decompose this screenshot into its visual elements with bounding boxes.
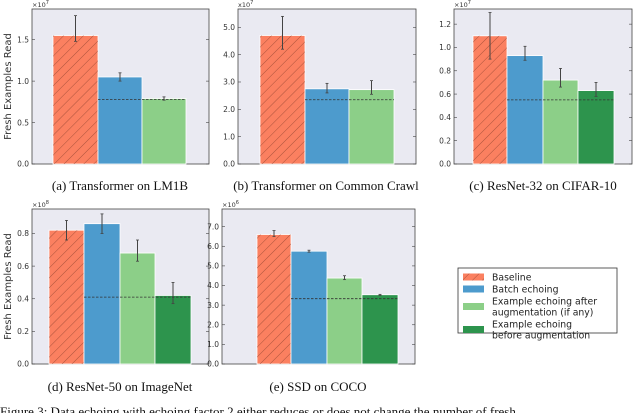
y-tick-label: 0.8 xyxy=(17,229,29,238)
y-tick-label: 2.0 xyxy=(223,105,235,114)
legend-label: Example echoing after xyxy=(492,296,597,307)
y-tick-label: 1.0 xyxy=(223,132,235,141)
subplot-caption: (c) ResNet-32 on CIFAR-10 xyxy=(469,178,616,193)
legend-swatch-after xyxy=(463,303,484,310)
axis-multiplier: ×107 xyxy=(454,0,471,9)
bar-after xyxy=(326,277,363,365)
subplot-c: 0.0 0.2 0.4 0.6 0.8 1.0 1.2 ×107 (c) ResNet-32 o… xyxy=(439,0,633,193)
y-tick-label: 0.6 xyxy=(17,262,29,271)
bar-batch xyxy=(506,55,544,165)
y-tick-label: 0.8 xyxy=(439,66,451,75)
y-tick-label: 6.0 xyxy=(207,242,219,251)
legend-label: before augmentation xyxy=(492,330,590,341)
y-tick-label: 2.0 xyxy=(207,320,219,329)
legend-swatch-before xyxy=(463,326,484,333)
subplot-caption: (b) Transformer on Common Crawl xyxy=(233,178,419,193)
y-tick-label: 0.4 xyxy=(17,294,29,303)
legend-swatch-hatch xyxy=(463,273,484,281)
y-tick-label: 0.5 xyxy=(17,118,29,127)
y-tick-label: 0.0 xyxy=(17,360,29,369)
y-tick-label: 0.0 xyxy=(17,160,29,169)
bar-batch xyxy=(83,223,121,365)
y-tick-label: 4.0 xyxy=(223,50,235,59)
y-tick-label: 1.0 xyxy=(439,43,451,52)
y-tick-label: 1.2 xyxy=(439,20,451,29)
bar-after xyxy=(119,252,156,365)
bar-hatch xyxy=(49,230,84,364)
y-tick-label: 5.0 xyxy=(223,23,235,32)
y-tick-label: 0.2 xyxy=(17,327,29,336)
y-tick-label: 0.0 xyxy=(207,360,219,369)
y-tick-label: 0.4 xyxy=(439,113,451,122)
legend-box xyxy=(457,267,618,334)
legend-label: Batch echoing xyxy=(492,284,559,295)
y-tick-label: 1.0 xyxy=(17,77,29,86)
bar-hatch xyxy=(260,35,305,164)
y-tick-label: 0.6 xyxy=(439,90,451,99)
bar-hatch xyxy=(53,35,98,164)
y-axis-label: Fresh Examples Read xyxy=(3,33,14,140)
legend-label: augmentation (if any) xyxy=(492,307,593,318)
subplot-caption: (a) Transformer on LM1B xyxy=(52,178,188,193)
axis-multiplier: ×108 xyxy=(32,200,49,209)
axis-multiplier: x107 xyxy=(238,0,253,9)
bar-batch xyxy=(290,250,328,365)
y-tick-label: 4.0 xyxy=(207,281,219,290)
bar-after xyxy=(141,98,187,165)
legend-label: Baseline xyxy=(492,272,532,283)
axis-multiplier: ×107 xyxy=(32,0,49,9)
y-tick-label: 0.2 xyxy=(439,136,451,145)
y-tick-label: 0.0 xyxy=(223,160,235,169)
subplot-d: 0.0 0.2 0.4 0.6 0.8 ×108 Fresh Examples Read (d… xyxy=(3,200,210,394)
bar-hatch xyxy=(257,234,291,364)
bar-before xyxy=(577,90,615,165)
bar-batch xyxy=(304,88,350,165)
legend-label: Example echoing xyxy=(492,319,572,330)
axis-multiplier: ×106 xyxy=(222,200,239,209)
y-tick-label: 0.0 xyxy=(439,160,451,169)
y-tick-label: 1.0 xyxy=(207,340,219,349)
subplot-caption: (e) SSD on COCO xyxy=(269,379,366,394)
bar-batch xyxy=(97,76,143,165)
bar-before xyxy=(154,295,192,365)
y-axis-label: Fresh Examples Read xyxy=(3,233,14,340)
y-tick-label: 7.0 xyxy=(207,222,219,231)
y-tick-label: 1.5 xyxy=(17,35,29,44)
bar-before xyxy=(361,294,399,365)
bar-after xyxy=(542,79,579,165)
legend-swatch-batch xyxy=(463,285,484,293)
subplot-e: 0.0 1.0 2.0 3.0 4.0 5.0 6.0 7.0 ×106 (e) SSD on C… xyxy=(207,200,416,394)
subplot-a: 0.0 0.5 1.0 1.5 ×107 Fresh Examples Read (a) T… xyxy=(3,0,210,193)
bar-after xyxy=(348,89,395,165)
figure-caption: Figure 3: Data echoing with echoing fact… xyxy=(0,404,516,413)
y-tick-label: 3.0 xyxy=(207,301,219,310)
y-tick-label: 5.0 xyxy=(207,262,219,271)
y-tick-label: 3.0 xyxy=(223,78,235,87)
subplot-b: 0.0 1.0 2.0 3.0 4.0 5.0 x107 (b) Transformer on… xyxy=(223,0,419,193)
subplot-caption: (d) ResNet-50 on ImageNet xyxy=(48,379,193,394)
